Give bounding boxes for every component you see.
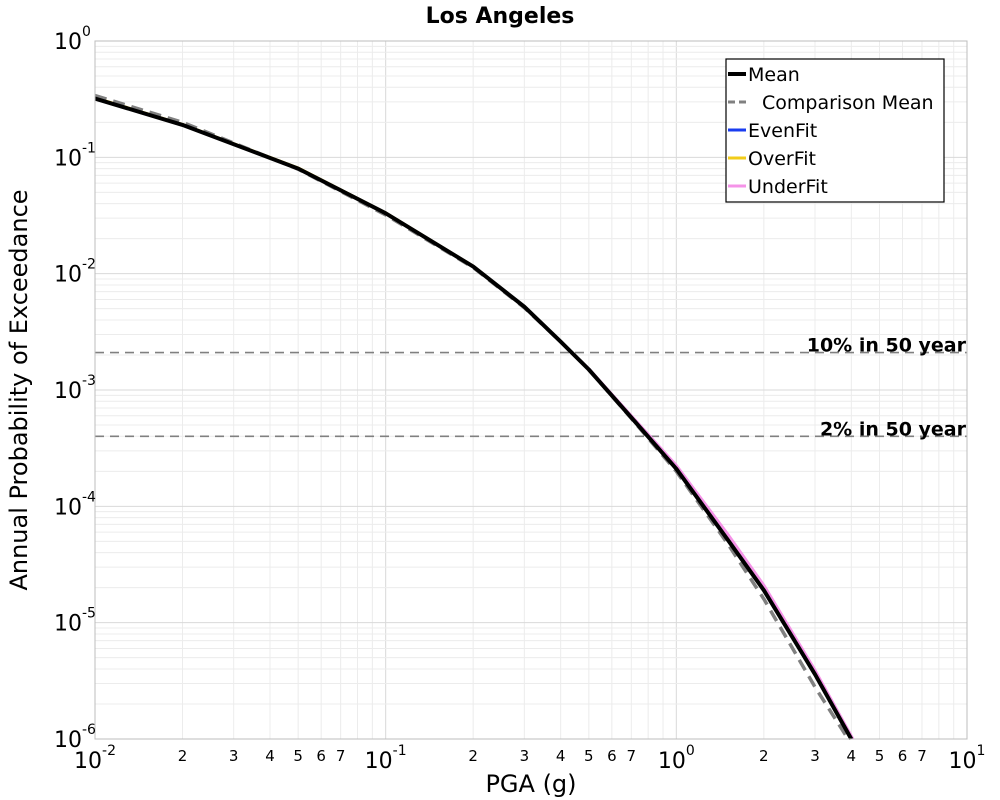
y-tick-label: 10-2 [54, 257, 96, 288]
x-tick-label: 101 [949, 743, 986, 774]
x-minor-tick-label: 6 [607, 747, 617, 765]
x-minor-tick-label: 4 [847, 747, 857, 765]
x-minor-tick-label: 6 [316, 747, 326, 765]
legend-label: UnderFit [748, 176, 828, 198]
x-minor-tick-label: 2 [468, 747, 478, 765]
legend-box [725, 58, 945, 203]
reference-line-label: 10% in 50 year [807, 335, 967, 357]
legend-label: OverFit [748, 148, 816, 170]
x-tick-label: 10-1 [365, 743, 407, 774]
y-tick-label: 10-4 [54, 489, 96, 520]
reference-line-label: 2% in 50 year [820, 418, 967, 440]
x-minor-tick-label: 3 [810, 747, 820, 765]
legend-label: Mean [748, 64, 800, 86]
y-tick-label: 10-6 [54, 722, 96, 753]
y-axis-ticks: 100 10-1 10-2 10-3 10-4 10-5 10-6 [54, 24, 96, 753]
legend: Mean Comparison Mean EvenFit OverFit UnderFi… [725, 58, 945, 203]
y-tick-label: 100 [54, 24, 91, 55]
legend-label: EvenFit [748, 120, 817, 142]
x-tick-label: 10-2 [74, 743, 116, 774]
x-minor-tick-label: 4 [265, 747, 275, 765]
x-axis-title: PGA (g) [485, 770, 576, 798]
series-lines [94, 93, 855, 740]
x-minor-tick-label: 5 [875, 747, 885, 765]
x-minor-tick-label: 3 [229, 747, 239, 765]
x-minor-tick-label: 4 [556, 747, 566, 765]
x-minor-tick-label: 7 [917, 747, 927, 765]
y-tick-label: 10-5 [54, 606, 96, 637]
x-minor-tick-label: 6 [898, 747, 908, 765]
chart-title: Los Angeles [426, 4, 575, 29]
series-line-mean [94, 96, 854, 740]
x-minor-tick-label: 5 [293, 747, 303, 765]
y-tick-label: 10-3 [54, 373, 96, 404]
x-minor-tick-label: 7 [627, 747, 637, 765]
y-axis-title: Annual Probability of Exceedance [5, 189, 33, 590]
grid [94, 41, 967, 740]
reference-lines: 10% in 50 year 2% in 50 year [95, 335, 967, 440]
x-minor-tick-label: 2 [759, 747, 769, 765]
legend-label: Comparison Mean [762, 92, 934, 114]
x-tick-label: 100 [658, 743, 695, 774]
x-minor-tick-label: 5 [584, 747, 594, 765]
x-minor-tick-label: 3 [520, 747, 530, 765]
plot-frame [94, 40, 968, 740]
x-minor-tick-label: 2 [178, 747, 188, 765]
y-tick-label: 10-1 [54, 140, 96, 171]
x-minor-tick-label: 7 [336, 747, 346, 765]
